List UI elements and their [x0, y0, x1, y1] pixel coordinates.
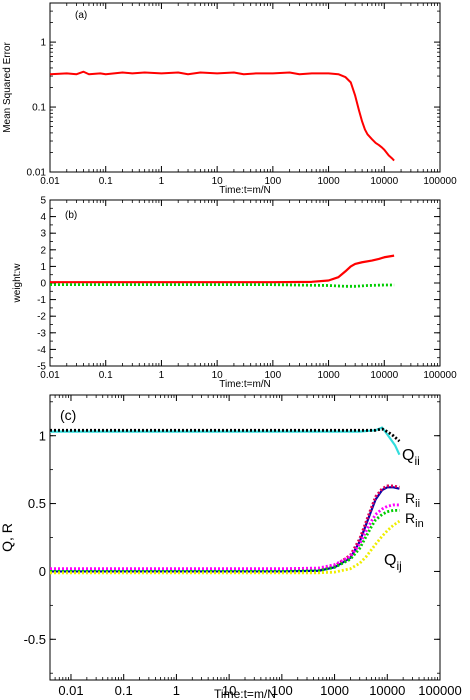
panel-3-xtick-label: 1 — [173, 683, 180, 698]
panel-3-ytick-label: 0 — [39, 564, 46, 579]
panel-2-ytick-label: 5 — [40, 196, 46, 207]
panel-2-xtick-label: 1000 — [317, 370, 340, 381]
panel-3-xtick-label: 1000 — [320, 683, 349, 698]
panel-1-xtick-label: 1 — [159, 176, 165, 187]
panel-1-panel-label: (a) — [75, 10, 87, 21]
panel-2-ytick-label: -2 — [37, 312, 46, 323]
panel-3-xlabel: Time:t=m/N — [214, 687, 276, 700]
panel-2-xtick-label: 0.01 — [40, 370, 60, 381]
panel-2-xlabel: Time:t=m/N — [219, 379, 271, 390]
panel-3-series-line-2 — [50, 427, 401, 443]
panel-3-xtick-label: 0.01 — [58, 683, 83, 698]
panel-3-series-label-qij: Qij — [384, 552, 402, 573]
panel-2-ytick-label: -5 — [37, 362, 46, 373]
panel-2-series-line-1 — [50, 254, 395, 284]
panel-1-xlabel: Time:t=m/N — [219, 185, 271, 196]
panel-3-panel-label: (c) — [60, 407, 76, 423]
panel-3-series-qij — [50, 520, 401, 575]
panel-2-ytick-label: 3 — [40, 229, 46, 240]
panel-2-ytick-label: 0 — [40, 279, 46, 290]
panel-3-series-rin — [50, 503, 400, 571]
panel-3-series-label-qii: Qii — [402, 447, 420, 468]
panel-2-panel-label: (b) — [65, 210, 77, 221]
panel-1-ytick-label: 0.01 — [27, 168, 47, 179]
panel-3-series-line-6 — [50, 508, 400, 573]
panel-2-xtick-label: 1 — [159, 370, 165, 381]
panel-2-ytick-label: -4 — [37, 345, 46, 356]
panel-2-xtick-label: 0.1 — [99, 370, 113, 381]
panel-2-ytick-label: -1 — [37, 295, 46, 306]
panel-3-xtick-label: 10000 — [369, 683, 405, 698]
panel-3-series-label-rin: Rin — [405, 510, 424, 530]
panel-1-xtick-label: 100000 — [423, 176, 457, 187]
panel-3-xtick-label: 10 — [222, 683, 236, 698]
panel-1-xtick-label: 100 — [265, 176, 282, 187]
panel-3-ytick-label: -0.5 — [24, 632, 46, 647]
panel-1-xtick-label: 1000 — [317, 176, 340, 187]
panel-3-ylabel: Q, R — [0, 523, 15, 552]
panel-2-series-line-2 — [50, 283, 395, 288]
panel-3-series-label-rii: Rii — [405, 490, 420, 510]
panel-2-ytick-label: -3 — [37, 328, 46, 339]
panel-3-series-line-4 — [50, 484, 400, 573]
panel-2-xtick-label: 10 — [212, 370, 224, 381]
panel-2-xtick-label: 100000 — [423, 370, 457, 381]
panel-3-xtick-label: 100000 — [418, 683, 461, 698]
panel-3-ytick-label: 1 — [39, 428, 46, 443]
panel-2-ylabel: weight:w — [12, 263, 23, 304]
panel-1-ylabel: Mean Squared Error — [2, 42, 13, 133]
panel-2-xtick-label: 10000 — [370, 370, 398, 381]
panel-3-series-rii — [50, 486, 400, 573]
panel-3-ytick-label: 0.5 — [28, 496, 46, 511]
panel-2-ytick-label: 2 — [40, 245, 46, 256]
panel-1-series-line-1 — [49, 70, 395, 162]
panel-1-ytick-label: 1 — [40, 38, 46, 49]
panel-1-xtick-label: 0.01 — [40, 176, 60, 187]
panel-1-xtick-label: 0.1 — [99, 176, 113, 187]
panel-2-ytick-label: 1 — [40, 262, 46, 273]
panel-3-xtick-label: 100 — [271, 683, 293, 698]
panel-2-xtick-label: 100 — [265, 370, 282, 381]
panel-3-xtick-label: 0.1 — [115, 683, 133, 698]
panel-2-ytick-label: 4 — [40, 212, 46, 223]
panel-1-ytick-label: 0.1 — [32, 103, 46, 114]
panel-1-xtick-label: 10 — [212, 176, 224, 187]
panel-1-xtick-label: 10000 — [370, 176, 398, 187]
